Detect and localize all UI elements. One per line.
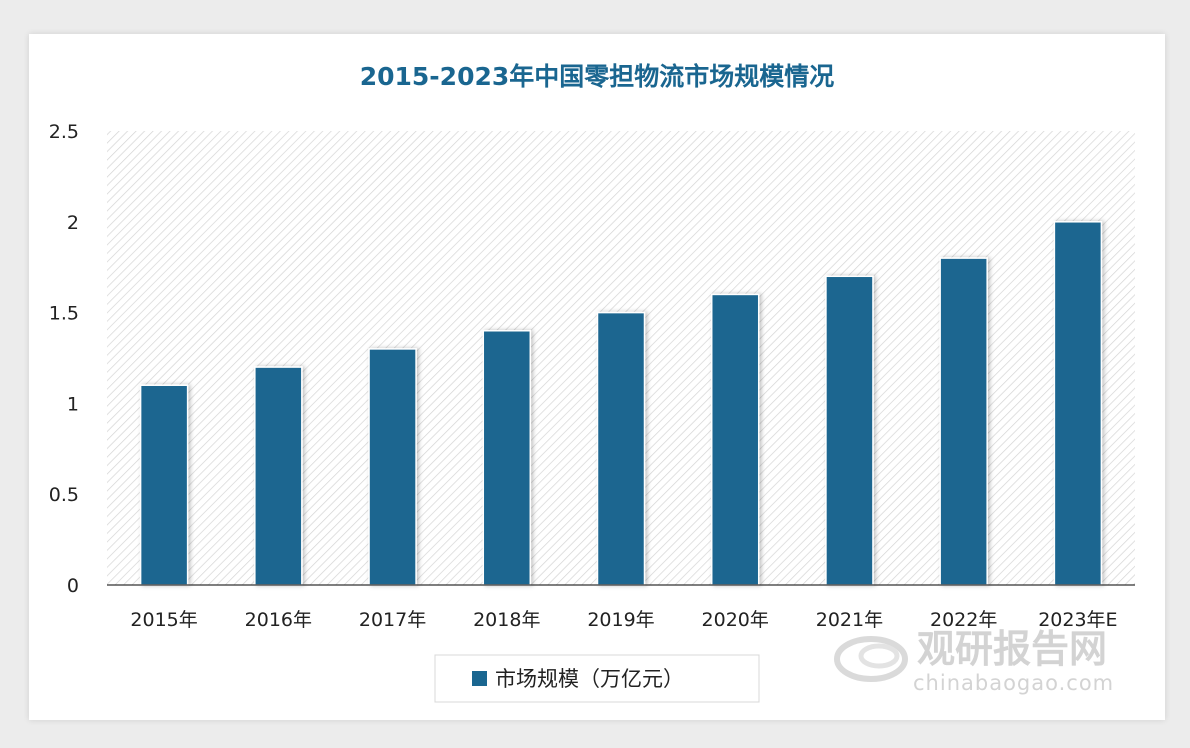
y-tick-label: 1 xyxy=(67,393,79,415)
x-tick-label: 2016年 xyxy=(245,609,312,631)
y-axis-ticks: 0 0.5 1 1.5 2 2.5 xyxy=(49,121,79,597)
chart-title: 2015-2023年中国零担物流市场规模情况 xyxy=(360,62,835,91)
chart-card: 2015-2023年中国零担物流市场规模情况 0 0.5 1 1.5 2 2.5 2015… xyxy=(29,34,1165,720)
bar-2015年 xyxy=(139,384,189,586)
x-tick-label: 2015年 xyxy=(130,609,197,631)
watermark-en: chinabaogao.com xyxy=(913,671,1114,695)
legend-label: 市场规模（万亿元） xyxy=(495,667,684,691)
bars-layer xyxy=(139,221,1103,586)
x-tick-label: 2023年E xyxy=(1038,609,1117,631)
x-tick-label: 2019年 xyxy=(587,609,654,631)
y-tick-label: 0.5 xyxy=(49,484,79,506)
watermark: 观研报告网 chinabaogao.com xyxy=(834,627,1114,695)
y-tick-label: 2.5 xyxy=(49,121,79,143)
y-tick-label: 1.5 xyxy=(49,303,79,325)
bar-2019年 xyxy=(596,311,646,586)
bar-chart: 2015-2023年中国零担物流市场规模情况 0 0.5 1 1.5 2 2.5 2015… xyxy=(49,62,1135,703)
x-tick-label: 2020年 xyxy=(702,609,769,631)
x-tick-label: 2018年 xyxy=(473,609,540,631)
x-tick-label: 2022年 xyxy=(930,609,997,631)
y-tick-label: 0 xyxy=(67,575,79,597)
legend-swatch xyxy=(472,671,487,686)
bar-2022年 xyxy=(939,257,988,586)
x-tick-label: 2021年 xyxy=(816,609,883,631)
watermark-logo-icon xyxy=(834,636,908,682)
bar-2021年 xyxy=(825,275,874,586)
bar-2020年 xyxy=(710,293,760,586)
y-tick-label: 2 xyxy=(67,212,79,234)
x-tick-label: 2017年 xyxy=(359,609,426,631)
bar-2016年 xyxy=(254,366,303,586)
bar-2023年E xyxy=(1053,221,1103,586)
x-axis-ticks: 2015年 2016年 2017年 2018年 2019年 2020年 2021年 2022年… xyxy=(130,609,1117,631)
legend: 市场规模（万亿元） xyxy=(434,654,760,703)
bar-2017年 xyxy=(368,348,417,586)
legend-box xyxy=(434,654,760,703)
bar-2018年 xyxy=(482,330,532,586)
watermark-cn: 观研报告网 xyxy=(917,627,1107,671)
